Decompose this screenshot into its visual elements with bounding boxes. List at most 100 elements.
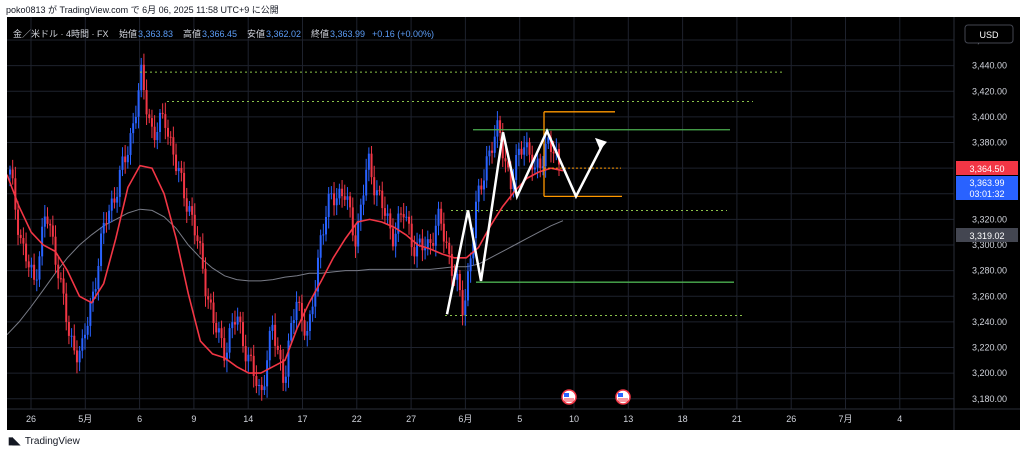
price-chart[interactable]: 3,180.00 3,200.00 3,220.00 3,240.00 3,260.00… <box>7 17 1020 430</box>
candle-body <box>472 238 475 259</box>
x-tick-label: 7月 <box>838 414 852 424</box>
candle-body <box>410 223 413 248</box>
candle-body <box>319 235 322 258</box>
candle-body <box>292 320 295 324</box>
candle-body <box>156 131 159 141</box>
tradingview-logo[interactable]: ▮◣ TradingView <box>8 436 80 447</box>
candle-body <box>105 222 108 224</box>
candle-body <box>515 154 518 180</box>
candle-body <box>442 223 445 242</box>
candle-body <box>118 169 121 197</box>
candle-body <box>549 137 552 152</box>
zigzag-projection <box>445 127 605 315</box>
candle-body <box>416 242 419 257</box>
candle-body <box>456 273 459 280</box>
x-tick-label: 10 <box>569 414 579 424</box>
drawings-layer <box>140 71 783 316</box>
candle-body <box>177 168 180 172</box>
candle-body <box>461 290 464 316</box>
legend-low-value: 3,362.02 <box>266 29 301 39</box>
candle-body <box>27 261 30 268</box>
current-price-badge: 3,364.50 <box>969 164 1004 174</box>
tradingview-mark-icon: ▮◣ <box>8 436 20 447</box>
candle-body <box>150 118 153 127</box>
candle-body <box>22 237 25 244</box>
candle-body <box>97 265 100 290</box>
x-tick-label: 9 <box>191 414 196 424</box>
x-tick-label: 26 <box>26 414 36 424</box>
candle-body <box>488 150 491 157</box>
candle-body <box>33 264 36 280</box>
candle-body <box>59 278 62 280</box>
candle-body <box>142 64 145 91</box>
currency-button[interactable]: USD <box>964 24 1014 44</box>
us-flag-icon[interactable] <box>561 389 577 405</box>
candle-body <box>201 243 204 269</box>
x-tick-label: 5月 <box>78 414 92 424</box>
candle-body <box>528 142 531 155</box>
us-flag-icon[interactable] <box>615 389 631 405</box>
candle-body <box>145 90 148 115</box>
event-markers[interactable] <box>561 389 631 405</box>
candle-body <box>539 158 542 169</box>
candle-body <box>491 150 494 153</box>
candle-body <box>175 154 178 172</box>
candle-body <box>233 322 236 325</box>
candle-body <box>354 235 357 247</box>
legend-symbol: 金／米ドル · 4時間 · FX <box>13 28 109 39</box>
candle-body <box>413 247 416 257</box>
candle-body <box>386 213 389 216</box>
candle-body <box>325 216 328 235</box>
price-scale[interactable] <box>954 17 1020 430</box>
candle-body <box>367 153 370 170</box>
candle-body <box>92 291 95 303</box>
publish-info-text: poko0813 が TradingView.com で 6月 06, 2025… <box>6 5 279 15</box>
legend-high-label: 高値 <box>183 28 201 39</box>
candle-body <box>153 126 156 141</box>
y-tick-label: 3,440.00 <box>972 61 1007 71</box>
fast-moving-average <box>7 164 564 374</box>
candle-body <box>46 216 49 224</box>
candle-body <box>362 195 365 205</box>
candle-body <box>102 222 105 234</box>
candle-body <box>533 167 536 170</box>
candle-body <box>260 384 263 391</box>
candle-body <box>402 213 405 218</box>
y-tick-label: 3,200.00 <box>972 368 1007 378</box>
candle-body <box>241 322 244 347</box>
candle-body <box>196 235 199 242</box>
candle-body <box>316 257 319 292</box>
candle-body <box>335 198 338 206</box>
candle-body <box>424 248 427 251</box>
candle-body <box>418 238 421 243</box>
candle-body <box>204 268 207 297</box>
candle-body <box>212 302 215 323</box>
candle-body <box>295 301 298 321</box>
candle-body <box>43 216 46 227</box>
price-badges: 3,364.50 3,363.99 03:01:32 3,319.02 <box>956 161 1018 242</box>
x-tick-label: 4 <box>897 414 902 424</box>
legend-change: +0.16 (+0.00%) <box>372 29 434 39</box>
x-tick-label: 6 <box>137 414 142 424</box>
candle-body <box>314 291 317 307</box>
candle-body <box>327 193 330 217</box>
x-tick-label: 13 <box>623 414 633 424</box>
candle-body <box>306 330 309 336</box>
candle-body <box>94 289 97 292</box>
candle-body <box>193 214 196 236</box>
publish-info-bar: poko0813 が TradingView.com で 6月 06, 2025… <box>0 0 1024 17</box>
candle-body <box>375 190 378 196</box>
candle-body <box>67 322 70 336</box>
chart-area[interactable]: 3,180.00 3,200.00 3,220.00 3,240.00 3,260.00… <box>7 17 1020 430</box>
candle-body <box>349 196 352 208</box>
candle-body <box>113 198 116 203</box>
candle-body <box>17 209 20 235</box>
candle-body <box>70 335 73 337</box>
candle-body <box>381 190 384 209</box>
candle-body <box>408 216 411 224</box>
x-tick-label: 17 <box>297 414 307 424</box>
x-tick-label: 18 <box>678 414 688 424</box>
candle-body <box>188 206 191 212</box>
candle-body <box>466 271 469 301</box>
candle-body <box>73 335 76 351</box>
